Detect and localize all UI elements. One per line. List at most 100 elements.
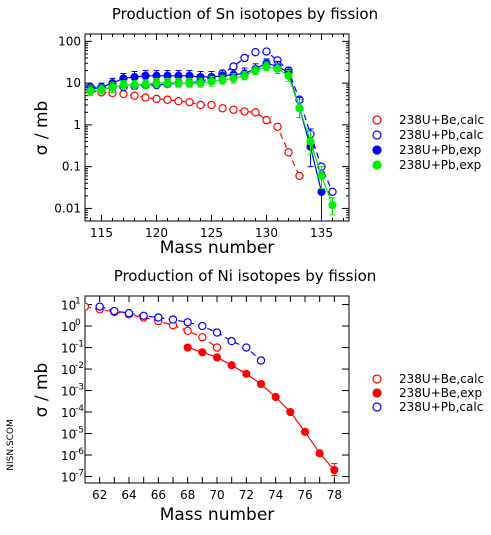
plot-frame [84,295,350,484]
y-tick-label: 10 [61,320,76,334]
y-tick-label: 10 [61,363,76,377]
data-point [168,315,178,324]
data-point [251,47,260,57]
data-point [212,328,222,337]
tick-labels: 62 64 66 68 70 72 74 76 7810-710-610-510-410-310… [61,297,342,502]
data-point [295,171,304,181]
series-line [85,306,218,348]
x-tick-label: 76 [297,488,312,502]
data-point [198,348,207,357]
series-line [187,346,335,471]
data-point [108,83,117,92]
data-point [154,313,163,322]
axis-ticks [85,34,349,222]
legend-marker [372,145,382,155]
legend: 238U+Be,calc238U+Pb,calc238U+Pb,exp238U+… [372,113,484,172]
y-tick-exponent: -4 [75,404,84,414]
data-point [315,449,324,458]
data-point [95,302,104,311]
y-tick-label: 10 [61,299,76,313]
data-point [152,94,161,104]
data-marks [86,47,337,221]
data-point [273,122,282,132]
legend-marker [372,130,382,140]
y-axis-label: σ / mb [32,101,52,156]
chart-title: Production of Ni isotopes by fission [114,267,377,285]
legend-label: 238U+Be,exp [399,386,482,400]
y-tick-label: 10 [61,342,76,356]
data-point [141,79,150,89]
data-point [256,379,266,389]
data-point [284,148,293,157]
data-point [207,77,216,86]
data-point [183,326,192,336]
data-point [229,62,238,71]
data-point [256,356,266,365]
x-tick-label: 68 [180,488,195,502]
data-point [251,108,260,117]
data-point [174,79,183,88]
y-tick-exponent: 1 [75,297,81,307]
data-point [141,93,150,102]
y-tick-exponent: -7 [75,469,84,479]
x-tick-label: 74 [268,488,283,502]
x-tick-label: 115 [90,226,113,240]
y-tick-label: 10 [61,449,76,463]
plot-area [86,47,337,221]
data-point [196,100,205,110]
plot-frame [84,33,350,222]
series-3 [86,61,337,216]
x-tick-label: 70 [209,488,224,502]
y-tick-exponent: -1 [75,340,84,350]
x-tick-label: 78 [327,488,342,502]
data-point [141,71,150,80]
data-point [85,302,90,311]
legend-marker [372,388,382,398]
chart-ni: Production of Ni isotopes by fission 62 6… [32,267,484,525]
data-point [262,62,271,71]
data-point [110,306,119,316]
data-point [124,308,134,318]
data-point [185,97,194,107]
data-point [183,318,192,327]
legend-label: 238U+Be,calc [399,113,484,127]
y-tick-exponent: -6 [75,447,84,457]
data-point [163,95,172,104]
series-1 [183,343,339,477]
x-tick-label: 64 [121,488,136,502]
data-point [185,79,194,88]
y-tick-label: 10 [66,76,81,90]
data-point [251,66,260,75]
y-tick-label: 10 [61,406,76,420]
x-tick-label: 125 [200,226,223,240]
data-point [130,80,139,90]
legend-marker [372,402,382,412]
x-axis-label: Mass number [160,238,275,258]
data-marks [85,302,339,477]
x-tick-label: 62 [92,488,107,502]
data-point [306,137,315,146]
data-point [273,64,282,73]
data-point [198,333,207,342]
y-tick-label: 1 [73,118,81,132]
series-0 [86,86,304,181]
side-watermark-label: NISN.SCOM [6,419,16,471]
data-point [212,353,222,362]
data-point [227,361,236,370]
x-tick-label: 130 [255,226,278,240]
data-point [119,89,128,99]
y-tick-exponent: -3 [75,383,84,393]
data-point [242,369,251,378]
y-tick-label: 10 [61,471,76,485]
data-point [119,80,128,90]
y-axis-label: σ / mb [32,363,52,418]
plot-area [85,302,339,477]
legend-marker [372,160,382,170]
y-tick-exponent: -5 [75,426,84,436]
series-2 [95,302,266,365]
data-point [218,104,227,113]
data-point [240,53,249,63]
data-point [139,311,148,320]
data-point [196,79,205,88]
